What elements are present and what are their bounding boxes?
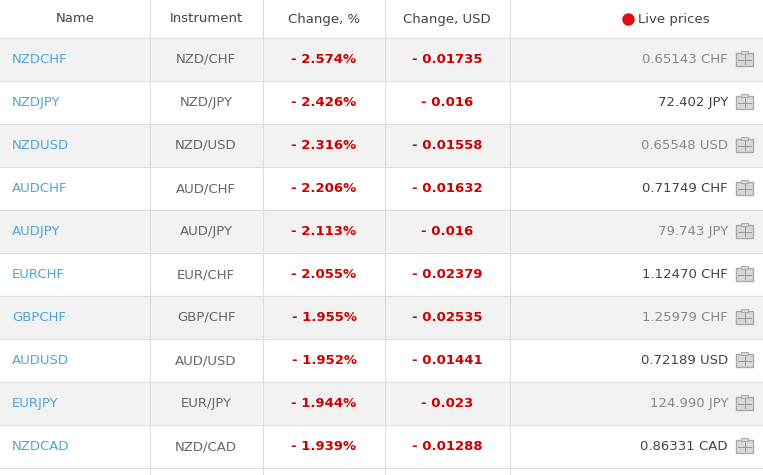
Text: 0.65548 USD: 0.65548 USD [641, 139, 728, 152]
Text: - 2.206%: - 2.206% [291, 182, 356, 195]
FancyBboxPatch shape [736, 182, 753, 195]
Text: - 0.02535: - 0.02535 [412, 311, 482, 324]
Bar [0, 38, 763, 81]
Text: NZD/CAD: NZD/CAD [175, 440, 237, 453]
Text: 124.990 JPY: 124.990 JPY [649, 397, 728, 410]
Text: AUDCHF: AUDCHF [12, 182, 67, 195]
Text: - 0.016: - 0.016 [421, 225, 473, 238]
Bar [0, 253, 763, 296]
Text: - 1.952%: - 1.952% [291, 354, 356, 367]
Text: AUDUSD: AUDUSD [12, 354, 69, 367]
Bar [741, 94, 748, 97]
Bar [0, 296, 763, 339]
FancyBboxPatch shape [736, 397, 753, 410]
Text: 72.402 JPY: 72.402 JPY [658, 96, 728, 109]
Text: Change, USD: Change, USD [403, 12, 491, 26]
Text: 1.25979 CHF: 1.25979 CHF [642, 311, 728, 324]
Text: - 2.426%: - 2.426% [291, 96, 356, 109]
FancyBboxPatch shape [736, 225, 753, 238]
Text: GBP/CHF: GBP/CHF [177, 311, 235, 324]
Text: 0.65143 CHF: 0.65143 CHF [642, 53, 728, 66]
Text: EUR/JPY: EUR/JPY [180, 397, 231, 410]
Text: - 1.939%: - 1.939% [291, 440, 356, 453]
Bar [741, 438, 748, 441]
FancyBboxPatch shape [736, 268, 753, 281]
Text: 0.72189 USD: 0.72189 USD [641, 354, 728, 367]
Bar [0, 0, 763, 38]
Text: 0.86331 CAD: 0.86331 CAD [640, 440, 728, 453]
Text: AUD/JPY: AUD/JPY [179, 225, 233, 238]
Text: - 0.023: - 0.023 [421, 397, 473, 410]
Text: NZDUSD: NZDUSD [12, 139, 69, 152]
Bar [741, 223, 748, 226]
Text: EUR/CHF: EUR/CHF [177, 268, 235, 281]
Text: - 0.02379: - 0.02379 [412, 268, 482, 281]
Text: NZDCAD: NZDCAD [12, 440, 69, 453]
Bar [741, 51, 748, 54]
Text: - 0.01735: - 0.01735 [412, 53, 482, 66]
Text: - 0.01632: - 0.01632 [412, 182, 482, 195]
Text: NZDJPY: NZDJPY [12, 96, 60, 109]
Text: EURCHF: EURCHF [12, 268, 65, 281]
Bar [0, 339, 763, 382]
Bar [0, 210, 763, 253]
Text: - 0.01288: - 0.01288 [412, 440, 482, 453]
Bar [741, 352, 748, 355]
Text: AUD/USD: AUD/USD [175, 354, 237, 367]
Bar [0, 425, 763, 468]
Text: - 2.574%: - 2.574% [291, 53, 356, 66]
Text: NZDCHF: NZDCHF [12, 53, 68, 66]
Bar [741, 395, 748, 398]
Bar [0, 382, 763, 425]
Text: NZD/CHF: NZD/CHF [176, 53, 236, 66]
Bar [0, 124, 763, 167]
FancyBboxPatch shape [736, 53, 753, 66]
Text: 79.743 JPY: 79.743 JPY [658, 225, 728, 238]
Text: - 1.955%: - 1.955% [291, 311, 356, 324]
FancyBboxPatch shape [736, 354, 753, 367]
Bar [741, 180, 748, 183]
Bar [741, 266, 748, 269]
Text: EURJPY: EURJPY [12, 397, 59, 410]
Text: - 1.944%: - 1.944% [291, 397, 356, 410]
Text: Instrument: Instrument [169, 12, 243, 26]
Text: 0.71749 CHF: 0.71749 CHF [642, 182, 728, 195]
Text: - 0.016: - 0.016 [421, 96, 473, 109]
FancyBboxPatch shape [736, 440, 753, 453]
Text: Live prices: Live prices [638, 12, 710, 26]
Bar [0, 81, 763, 124]
FancyBboxPatch shape [736, 96, 753, 109]
Text: Change, %: Change, % [288, 12, 360, 26]
Bar [741, 309, 748, 312]
Text: - 2.113%: - 2.113% [291, 225, 356, 238]
Text: - 2.055%: - 2.055% [291, 268, 356, 281]
Bar [741, 137, 748, 140]
Text: Name: Name [56, 12, 95, 26]
Text: - 2.316%: - 2.316% [291, 139, 356, 152]
Text: GBPCHF: GBPCHF [12, 311, 66, 324]
Text: - 0.01441: - 0.01441 [412, 354, 482, 367]
Text: 1.12470 CHF: 1.12470 CHF [642, 268, 728, 281]
Text: NZD/USD: NZD/USD [175, 139, 237, 152]
FancyBboxPatch shape [736, 139, 753, 152]
Text: AUDJPY: AUDJPY [12, 225, 60, 238]
Text: - 0.01558: - 0.01558 [412, 139, 482, 152]
Bar [0, 167, 763, 210]
Text: AUD/CHF: AUD/CHF [176, 182, 236, 195]
FancyBboxPatch shape [736, 311, 753, 324]
Text: NZD/JPY: NZD/JPY [179, 96, 233, 109]
